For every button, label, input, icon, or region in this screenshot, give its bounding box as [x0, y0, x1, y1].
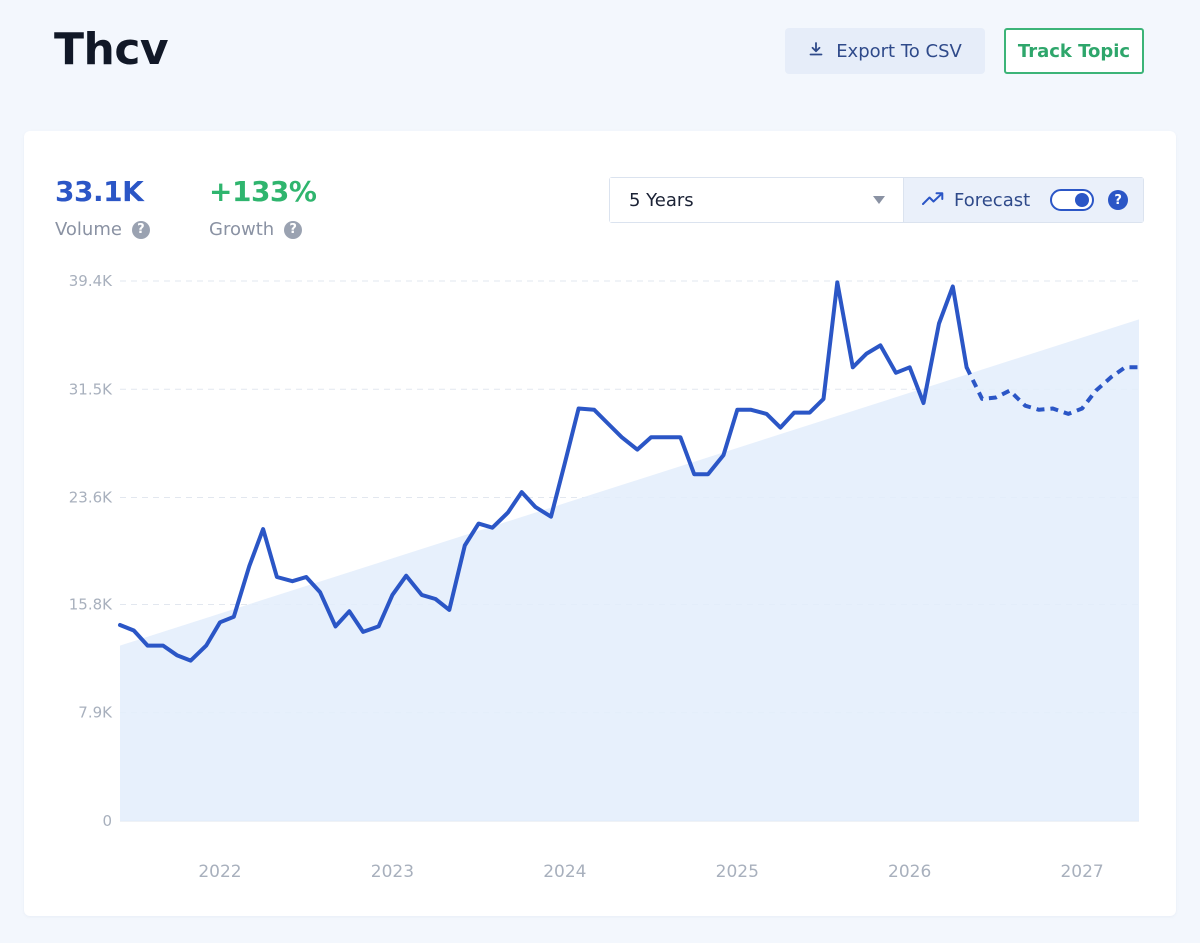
chart-controls: 5 Years Forecast ? [609, 177, 1144, 223]
time-range-value: 5 Years [629, 189, 694, 211]
growth-help-icon[interactable]: ? [284, 220, 303, 239]
x-tick-label: 2023 [371, 862, 414, 882]
x-tick-label: 2022 [198, 862, 241, 882]
trend-up-icon [922, 190, 944, 211]
chart-y-axis: 0 7.9K 15.8K 23.6K 31.5K 39.4K [69, 272, 113, 830]
chart-x-axis: 2022 2023 2024 2025 2026 2027 [198, 862, 1103, 882]
forecast-help-icon[interactable]: ? [1108, 190, 1129, 210]
forecast-control: Forecast ? [904, 178, 1143, 222]
volume-help-icon[interactable]: ? [131, 220, 150, 239]
download-icon [808, 41, 824, 62]
trend-area [120, 319, 1139, 821]
export-csv-button[interactable]: Export To CSV [785, 28, 985, 74]
chevron-down-icon [873, 196, 885, 204]
x-tick-label: 2025 [716, 862, 759, 882]
y-tick-label: 23.6K [69, 489, 113, 507]
forecast-label: Forecast [954, 189, 1031, 211]
y-tick-label: 0 [102, 812, 112, 830]
volume-value: 33.1K [55, 175, 144, 208]
volume-label: Volume [55, 219, 122, 240]
growth-value: +133% [209, 175, 317, 208]
page-title: Thcv [54, 24, 169, 75]
x-tick-label: 2027 [1060, 862, 1103, 882]
forecast-line [964, 365, 1139, 416]
x-tick-label: 2026 [888, 862, 931, 882]
growth-metric-label: Growth ? [209, 219, 303, 240]
y-tick-label: 39.4K [69, 272, 113, 290]
forecast-toggle[interactable] [1050, 189, 1095, 211]
y-tick-label: 15.8K [69, 595, 113, 613]
trend-card: 0 7.9K 15.8K 23.6K 31.5K 39.4K 2022 2023 2024 20… [24, 131, 1176, 916]
y-tick-label: 31.5K [69, 380, 113, 398]
volume-line [118, 280, 969, 663]
x-tick-label: 2024 [543, 862, 586, 882]
chart-series [118, 280, 1139, 663]
chart-trend-area [120, 319, 1139, 821]
growth-label: Growth [209, 219, 275, 240]
track-topic-button[interactable]: Track Topic [1004, 28, 1144, 74]
forecast-toggle-knob [1075, 193, 1090, 207]
y-tick-label: 7.9K [78, 704, 113, 722]
export-csv-label: Export To CSV [836, 40, 962, 62]
volume-metric-label: Volume ? [55, 219, 150, 240]
time-range-select[interactable]: 5 Years [610, 178, 904, 222]
